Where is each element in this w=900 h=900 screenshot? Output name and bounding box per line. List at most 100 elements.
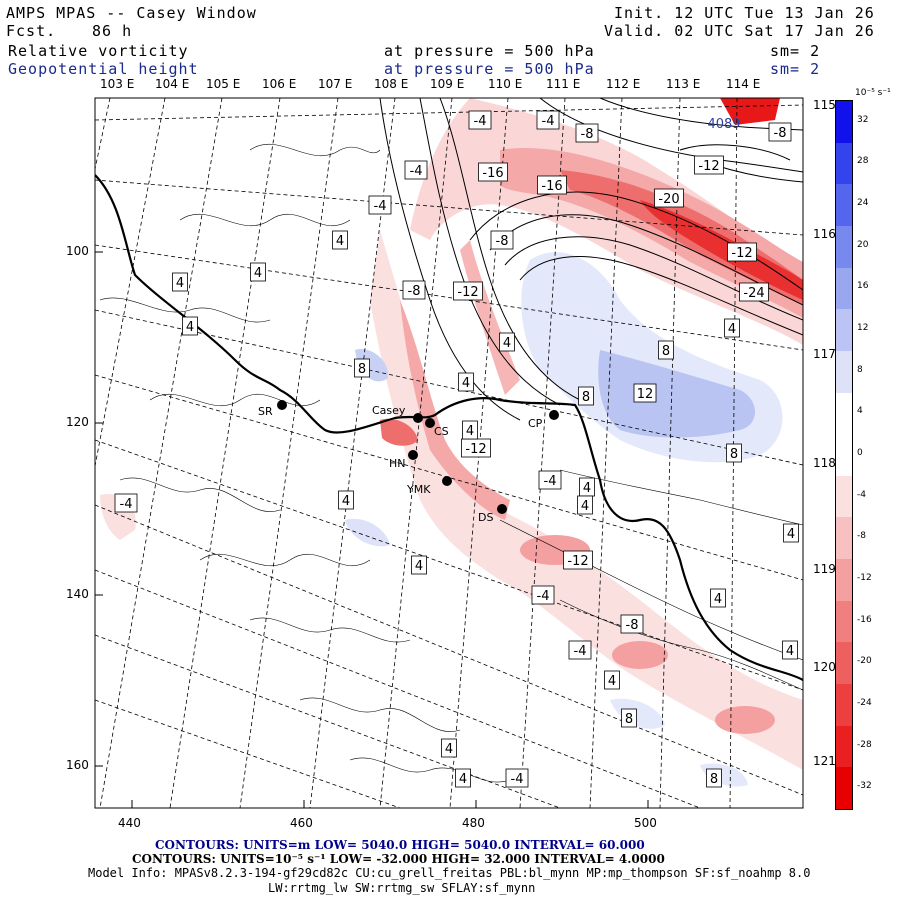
field2-pressure: at pressure = 500 hPa — [384, 60, 595, 78]
contour-label: 8 — [621, 708, 637, 728]
station-marker-ymk — [442, 476, 452, 486]
svg-text:4: 4 — [186, 320, 194, 335]
svg-text:8: 8 — [625, 712, 633, 727]
contour-label: 4 — [338, 490, 354, 510]
contour-label: 4 — [783, 523, 799, 543]
contour-label: -4 — [538, 470, 562, 490]
contour-label: -4 — [468, 110, 492, 130]
colorbar-label: 12 — [857, 323, 869, 334]
contour-label: 4 — [462, 420, 478, 440]
station-label-casey: Casey — [372, 404, 406, 417]
field2-name: Geopotential height — [8, 60, 199, 78]
svg-text:-12: -12 — [731, 246, 752, 261]
colorbar — [835, 100, 853, 810]
station-marker-casey — [413, 413, 423, 423]
coastline — [95, 174, 803, 681]
field2-smoothing: sm= 2 — [770, 60, 821, 78]
x-tick-label: 460 — [290, 816, 313, 830]
contour-label: 4 — [579, 477, 595, 497]
colorbar-swatch — [836, 642, 852, 685]
station-label-cp: CP — [528, 417, 543, 430]
svg-text:4: 4 — [466, 424, 474, 439]
contour-label: -4 — [568, 640, 592, 660]
svg-text:-12: -12 — [567, 554, 588, 569]
colorbar-swatch — [836, 517, 852, 560]
svg-text:4: 4 — [415, 559, 423, 574]
colorbar-label: -28 — [857, 739, 872, 750]
colorbar-label: -12 — [857, 572, 872, 583]
contour-label: -12 — [694, 155, 724, 175]
colorbar-swatch — [836, 684, 852, 727]
svg-text:-4: -4 — [120, 497, 133, 512]
contour-label: 4 — [250, 262, 266, 282]
contour-label: 4 — [710, 588, 726, 608]
geopotential-contour-info: CONTOURS: UNITS=m LOW= 5040.0 HIGH= 5040… — [155, 838, 645, 852]
contour-label: -24 — [739, 282, 769, 302]
contour-label: 8 — [658, 340, 674, 360]
svg-text:4: 4 — [176, 276, 184, 291]
lon-top-label: 114 E — [726, 77, 761, 91]
lon-top-label: 103 E — [100, 77, 135, 91]
colorbar-label: 16 — [857, 281, 869, 292]
svg-text:4: 4 — [728, 322, 736, 337]
geopotential-value-label: 4089 — [707, 117, 740, 132]
svg-text:4: 4 — [786, 644, 794, 659]
svg-text:-8: -8 — [774, 126, 787, 141]
svg-text:-12: -12 — [465, 442, 486, 457]
svg-text:8: 8 — [710, 772, 718, 787]
colorbar-swatch — [836, 101, 852, 144]
contour-label: 4 — [724, 318, 740, 338]
contour-label: 4 — [332, 230, 348, 250]
model-info-radiation: LW:rrtmg_lw SW:rrtmg_sw SFLAY:sf_mynn — [268, 881, 536, 895]
station-marker-cs — [425, 418, 435, 428]
contour-label: -20 — [654, 188, 684, 208]
svg-text:4: 4 — [462, 376, 470, 391]
contour-label: 8 — [726, 443, 742, 463]
colorbar-label: 0 — [857, 448, 863, 458]
negative-vorticity-shading — [100, 98, 803, 770]
plot-frame — [94, 97, 804, 809]
colorbar-label: 4 — [857, 406, 863, 417]
svg-text:-4: -4 — [544, 474, 557, 489]
svg-text:8: 8 — [582, 390, 590, 405]
field1-name: Relative vorticity — [8, 42, 189, 60]
model-info: Model Info: MPASv8.2.3-194-gf29cd82c CU:… — [88, 866, 811, 880]
colorbar-swatch — [836, 434, 852, 477]
contour-label: -12 — [563, 550, 593, 570]
station-marker-sr — [277, 400, 287, 410]
colorbar-label: -24 — [857, 697, 872, 708]
vorticity-contours — [99, 144, 803, 783]
colorbar-label: 28 — [857, 156, 869, 167]
svg-text:-8: -8 — [626, 618, 639, 633]
contour-labels: -4 -4 -8 -4 -16 -16 -12 -8 -4 4 -8 -12 4 -8 -20 -12 -24 4… — [114, 110, 799, 788]
lon-top-label: 113 E — [666, 77, 701, 91]
colorbar-swatch — [836, 475, 852, 518]
contour-label: -16 — [537, 175, 567, 195]
contour-label: -12 — [453, 281, 483, 301]
contour-label: -16 — [478, 162, 508, 182]
colorbar-swatch — [836, 600, 852, 643]
svg-text:-8: -8 — [496, 234, 509, 249]
lon-top-label: 112 E — [606, 77, 641, 91]
positive-vorticity-shading — [345, 252, 783, 787]
forecast-hour: 86 h — [92, 22, 133, 40]
lon-top-label: 107 E — [318, 77, 353, 91]
lon-top-label: 108 E — [374, 77, 409, 91]
colorbar-swatch — [836, 350, 852, 394]
contour-label: 4 — [604, 670, 620, 690]
contour-label: 4 — [411, 555, 427, 575]
map-title: AMPS MPAS -- Casey Window — [6, 4, 257, 22]
station-label-ds: DS — [478, 511, 493, 524]
contour-label: -12 — [461, 438, 491, 458]
valid-time: Valid. 02 UTC Sat 17 Jan 26 — [604, 22, 875, 40]
contour-label: 4 — [441, 738, 457, 758]
svg-text:8: 8 — [358, 362, 366, 377]
colorbar-label: 24 — [857, 198, 869, 209]
svg-text:4: 4 — [581, 499, 589, 514]
svg-text:-20: -20 — [658, 192, 679, 207]
svg-text:-4: -4 — [574, 644, 587, 659]
svg-text:-4: -4 — [511, 772, 524, 787]
colorbar-label: -20 — [857, 656, 872, 667]
colorbar-label: -8 — [857, 531, 866, 542]
